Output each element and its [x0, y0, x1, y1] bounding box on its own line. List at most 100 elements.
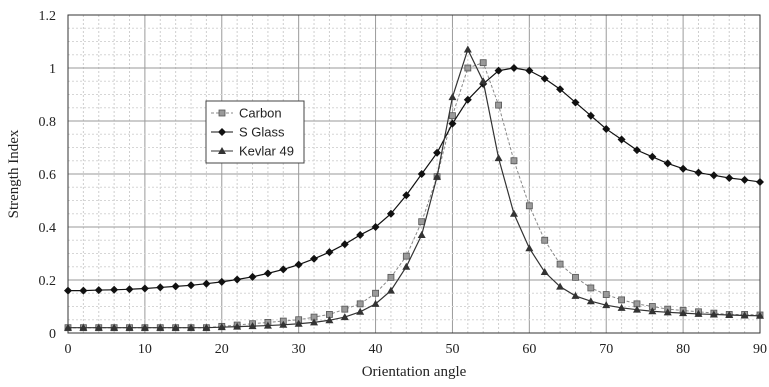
data-point-carbon: [525, 202, 533, 210]
data-point-s-glass: [463, 95, 472, 104]
data-point-kevlar-49: [756, 311, 764, 319]
data-point-s-glass: [294, 260, 303, 269]
data-point-carbon: [356, 300, 364, 308]
y-axis-title: Strength Index: [6, 129, 22, 218]
data-point-kevlar-49: [725, 310, 734, 318]
data-point-s-glass: [725, 173, 734, 182]
y-tick-label: 1: [49, 62, 56, 77]
data-point-s-glass: [356, 230, 365, 239]
series-carbon: [64, 59, 764, 332]
data-point-kevlar-49: [340, 313, 349, 321]
data-point-kevlar-49: [79, 323, 88, 331]
data-point-s-glass: [494, 66, 503, 75]
data-point-kevlar-49: [371, 299, 380, 307]
x-tick-label: 20: [215, 342, 229, 357]
x-tick-label: 90: [753, 342, 767, 357]
data-point-s-glass: [94, 286, 103, 295]
data-point-carbon: [602, 291, 610, 298]
data-point-kevlar-49: [433, 172, 442, 180]
data-point-kevlar-49: [417, 230, 426, 238]
data-point-carbon: [464, 64, 472, 72]
data-point-kevlar-49: [294, 319, 303, 327]
data-point-s-glass: [110, 285, 119, 294]
y-tick-labels: 0 0.2 0.4 0.6 0.8 1 1.2: [39, 9, 57, 342]
data-point-kevlar-49: [386, 286, 395, 294]
data-point-carbon: [387, 273, 395, 281]
y-tick-label: 0.8: [39, 115, 57, 130]
data-point-kevlar-49: [140, 323, 149, 331]
data-point-kevlar-49: [509, 209, 518, 217]
data-point-kevlar-49: [279, 320, 288, 328]
data-point-kevlar-49: [94, 323, 103, 331]
data-point-s-glass: [709, 171, 718, 180]
data-point-kevlar-49: [602, 301, 611, 309]
data-point-s-glass: [586, 111, 595, 120]
legend-label-s-glass: S Glass: [239, 125, 285, 140]
data-point-carbon: [556, 260, 564, 268]
data-point-kevlar-49: [540, 268, 549, 276]
data-point-kevlar-49: [663, 308, 672, 316]
data-point-s-glass: [171, 282, 180, 291]
data-point-s-glass: [279, 265, 288, 274]
data-point-s-glass: [248, 272, 257, 281]
data-point-carbon: [402, 252, 410, 260]
data-point-kevlar-49: [125, 323, 134, 331]
data-point-kevlar-49: [310, 318, 319, 326]
data-point-s-glass: [417, 170, 426, 178]
data-point-s-glass: [433, 148, 442, 157]
legend-marker-s-glass: [218, 128, 226, 136]
data-point-s-glass: [340, 240, 349, 249]
legend: Carbon S Glass Kevlar 49: [205, 100, 305, 164]
x-tick-label: 30: [292, 342, 306, 357]
data-point-kevlar-49: [479, 77, 488, 85]
series-s-glass: [64, 64, 764, 295]
data-point-s-glass: [617, 135, 626, 144]
data-point-kevlar-49: [356, 307, 365, 315]
data-point-s-glass: [648, 152, 657, 161]
series-kevlar-49: [64, 45, 764, 331]
data-point-carbon: [495, 101, 502, 109]
data-point-kevlar-49: [632, 305, 641, 313]
data-point-kevlar-49: [586, 297, 595, 305]
data-point-carbon: [587, 284, 595, 292]
data-point-kevlar-49: [463, 45, 472, 53]
data-point-carbon: [341, 305, 349, 313]
series-line-kevlar-49: [68, 47, 761, 329]
x-tick-label: 0: [65, 342, 72, 357]
data-point-kevlar-49: [325, 316, 334, 324]
x-tick-label: 10: [138, 342, 152, 357]
y-tick-label: 0.6: [39, 168, 57, 183]
x-tick-label: 40: [369, 342, 383, 357]
data-point-kevlar-49: [709, 310, 718, 318]
y-tick-label: 0: [49, 327, 56, 342]
data-point-s-glass: [402, 191, 411, 200]
data-point-s-glass: [632, 146, 641, 155]
data-point-carbon: [572, 273, 579, 281]
data-point-kevlar-49: [525, 244, 534, 252]
data-point-carbon: [510, 157, 518, 165]
data-point-kevlar-49: [64, 323, 72, 331]
data-point-kevlar-49: [740, 311, 749, 319]
data-point-kevlar-49: [263, 321, 272, 329]
data-point-kevlar-49: [679, 309, 688, 317]
data-point-carbon: [618, 296, 625, 304]
data-point-s-glass: [202, 279, 211, 288]
data-point-s-glass: [679, 164, 688, 173]
data-point-kevlar-49: [694, 309, 703, 317]
grid: [67, 14, 761, 334]
data-point-s-glass: [263, 269, 272, 278]
data-point-kevlar-49: [494, 154, 503, 162]
data-point-s-glass: [156, 283, 165, 292]
x-axis-title: Orientation angle: [362, 364, 467, 380]
data-point-kevlar-49: [648, 307, 657, 315]
data-point-kevlar-49: [402, 262, 411, 270]
y-tick-label: 1.2: [39, 9, 57, 24]
data-point-kevlar-49: [217, 323, 226, 331]
data-point-carbon: [541, 236, 549, 244]
data-point-carbon: [418, 218, 426, 226]
data-point-s-glass: [371, 223, 380, 231]
data-point-s-glass: [386, 209, 395, 218]
x-tick-labels: 0 10 20 30 40 50 60 70 80 90: [65, 342, 768, 357]
series-line-s-glass: [68, 67, 761, 292]
data-point-s-glass: [217, 277, 226, 286]
